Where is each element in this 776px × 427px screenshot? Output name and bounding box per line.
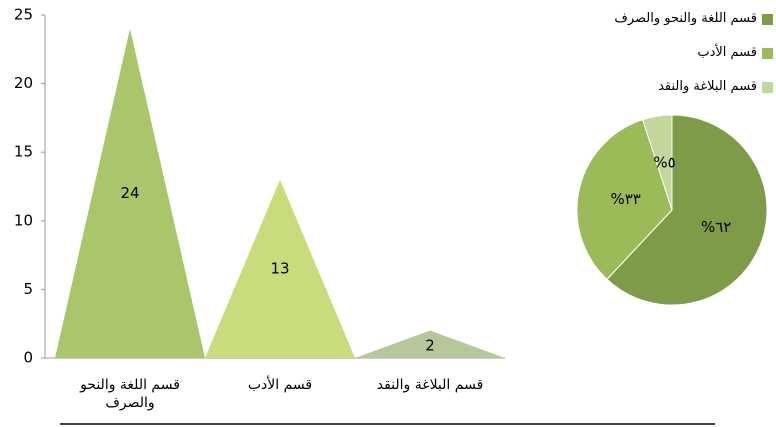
legend-swatch	[762, 14, 773, 25]
legend-label: قسم اللغة والنحو والصرف	[614, 11, 757, 26]
pie-slice	[576, 119, 673, 280]
data-label: %٦٢	[701, 218, 731, 236]
y-tick-label: 0	[23, 349, 33, 367]
legend-label: قسم البلاغة والنقد	[658, 79, 757, 94]
x-tick-label: قسم اللغة والنحو والصرف	[80, 377, 180, 411]
legend-swatch	[762, 48, 773, 59]
y-tick-label: 20	[14, 74, 33, 92]
legend-label: قسم الأدب	[697, 45, 757, 60]
data-label: 13	[270, 259, 289, 277]
data-label: 24	[120, 184, 139, 202]
y-tick-label: 5	[23, 280, 33, 298]
y-tick-label: 15	[14, 143, 33, 161]
data-label: 2	[425, 337, 435, 355]
bar	[55, 28, 205, 358]
y-tick-label: 10	[14, 211, 33, 229]
x-tick-label: قسم الأدب	[247, 377, 313, 393]
x-tick-label: قسم البلاغة والنقد	[376, 377, 484, 393]
data-label: %٣٣	[610, 190, 640, 208]
data-label: %٥	[653, 154, 675, 172]
bar	[205, 179, 355, 358]
pie-slice	[606, 114, 768, 306]
pie-slice	[642, 114, 673, 211]
y-tick-label: 25	[14, 6, 33, 24]
legend-swatch	[762, 82, 773, 93]
bar	[355, 330, 505, 358]
